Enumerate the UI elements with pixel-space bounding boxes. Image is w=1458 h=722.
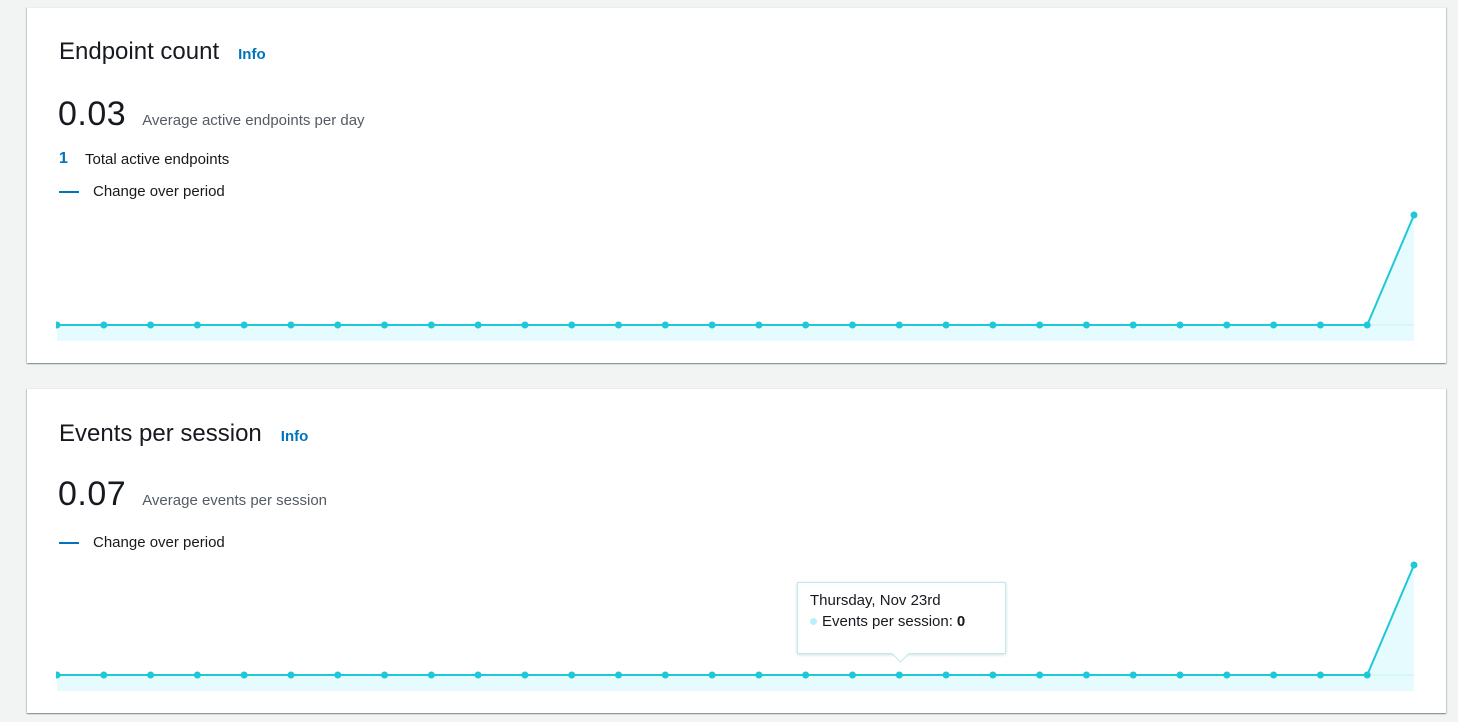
tooltip-date: Thursday, Nov 23rd <box>810 592 941 609</box>
legend-line-icon <box>59 541 79 544</box>
data-point[interactable] <box>287 671 295 679</box>
endpoint-count-metric: 0.03 Average active endpoints per day <box>58 95 365 134</box>
legend-line-icon <box>59 190 79 193</box>
data-point[interactable] <box>287 321 295 329</box>
events-per-session-value: 0.07 <box>58 475 127 513</box>
endpoint-count-info-link[interactable]: Info <box>238 46 266 63</box>
data-point[interactable] <box>568 671 576 679</box>
data-point[interactable] <box>1036 671 1044 679</box>
data-point[interactable] <box>1270 321 1278 329</box>
data-point[interactable] <box>989 321 997 329</box>
data-point[interactable] <box>1176 671 1184 679</box>
total-active-endpoints-count: 1 <box>59 150 68 167</box>
endpoint-count-header: Endpoint count Info <box>59 38 266 66</box>
data-point[interactable] <box>193 671 201 679</box>
data-point[interactable] <box>1082 671 1090 679</box>
data-point[interactable] <box>848 321 856 329</box>
events-per-session-metric-label: Average events per session <box>142 492 328 509</box>
data-point[interactable] <box>381 671 389 679</box>
total-active-endpoints-row: 1 Total active endpoints <box>59 150 229 168</box>
data-point[interactable] <box>1176 321 1184 329</box>
data-point[interactable] <box>942 321 950 329</box>
endpoint-count-legend-label: Change over period <box>93 183 225 200</box>
data-point[interactable] <box>427 321 435 329</box>
data-point[interactable] <box>568 321 576 329</box>
data-point[interactable] <box>848 671 856 679</box>
data-point[interactable] <box>1129 671 1137 679</box>
data-point[interactable] <box>474 671 482 679</box>
data-point[interactable] <box>240 671 248 679</box>
data-point[interactable] <box>147 321 155 329</box>
series-line <box>57 564 1415 676</box>
endpoint-count-panel: Endpoint count Info 0.03 Average active … <box>27 7 1446 363</box>
total-active-endpoints-label: Total active endpoints <box>85 150 230 168</box>
data-point[interactable] <box>1036 321 1044 329</box>
data-point[interactable] <box>381 321 389 329</box>
data-point[interactable] <box>989 671 997 679</box>
endpoint-count-chart[interactable] <box>56 211 1418 343</box>
data-point[interactable] <box>661 671 669 679</box>
events-per-session-info-link[interactable]: Info <box>280 428 309 445</box>
series-area <box>57 565 1414 691</box>
events-per-session-header: Events per session Info <box>59 420 308 448</box>
chart-tooltip: Thursday, Nov 23rd Events per session: 0 <box>797 582 1006 663</box>
data-point[interactable] <box>1223 671 1231 679</box>
data-point[interactable] <box>334 671 342 679</box>
data-point[interactable] <box>1316 671 1324 679</box>
data-point[interactable] <box>427 671 435 679</box>
series-dot-icon <box>810 618 817 625</box>
data-point[interactable] <box>56 321 61 329</box>
data-point[interactable] <box>474 321 482 329</box>
series-area <box>57 215 1414 341</box>
data-point[interactable] <box>1082 321 1090 329</box>
data-point[interactable] <box>56 671 61 679</box>
data-point[interactable] <box>193 321 201 329</box>
data-point[interactable] <box>1316 321 1324 329</box>
data-point[interactable] <box>802 671 810 679</box>
events-per-session-legend: Change over period <box>59 534 225 551</box>
series-line <box>57 214 1415 326</box>
events-per-session-metric: 0.07 Average events per session <box>58 475 327 514</box>
data-point[interactable] <box>708 321 716 329</box>
events-per-session-chart[interactable] <box>56 561 1418 693</box>
data-point[interactable] <box>661 321 669 329</box>
tooltip-value: 0 <box>956 613 966 630</box>
data-point[interactable] <box>100 671 108 679</box>
endpoint-count-metric-label: Average active endpoints per day <box>142 112 365 129</box>
data-point[interactable] <box>1223 321 1231 329</box>
data-point[interactable] <box>895 321 903 329</box>
data-point[interactable] <box>1410 561 1418 569</box>
data-point[interactable] <box>240 321 248 329</box>
data-point[interactable] <box>147 671 155 679</box>
events-per-session-title: Events per session <box>59 420 262 447</box>
data-point[interactable] <box>942 671 950 679</box>
data-point[interactable] <box>1129 321 1137 329</box>
endpoint-count-title: Endpoint count <box>59 38 220 65</box>
tooltip-series-row: Events per session: 0 <box>810 613 993 630</box>
data-point[interactable] <box>1363 671 1371 679</box>
data-point[interactable] <box>521 671 529 679</box>
data-point[interactable] <box>708 671 716 679</box>
data-point[interactable] <box>100 321 108 329</box>
endpoint-count-value: 0.03 <box>58 95 127 133</box>
data-point[interactable] <box>521 321 529 329</box>
data-point[interactable] <box>755 321 763 329</box>
tooltip-series-label: Events per session: <box>822 613 953 630</box>
data-point[interactable] <box>1270 671 1278 679</box>
data-point[interactable] <box>1363 321 1371 329</box>
data-point[interactable] <box>334 321 342 329</box>
data-point[interactable] <box>615 321 623 329</box>
data-point[interactable] <box>1410 211 1418 219</box>
events-per-session-legend-label: Change over period <box>93 534 225 551</box>
data-point[interactable] <box>895 671 903 679</box>
data-point[interactable] <box>615 671 623 679</box>
endpoint-count-legend: Change over period <box>59 183 225 200</box>
data-point[interactable] <box>802 321 810 329</box>
data-point[interactable] <box>755 671 763 679</box>
events-per-session-panel: Events per session Info 0.07 Average eve… <box>27 388 1446 713</box>
